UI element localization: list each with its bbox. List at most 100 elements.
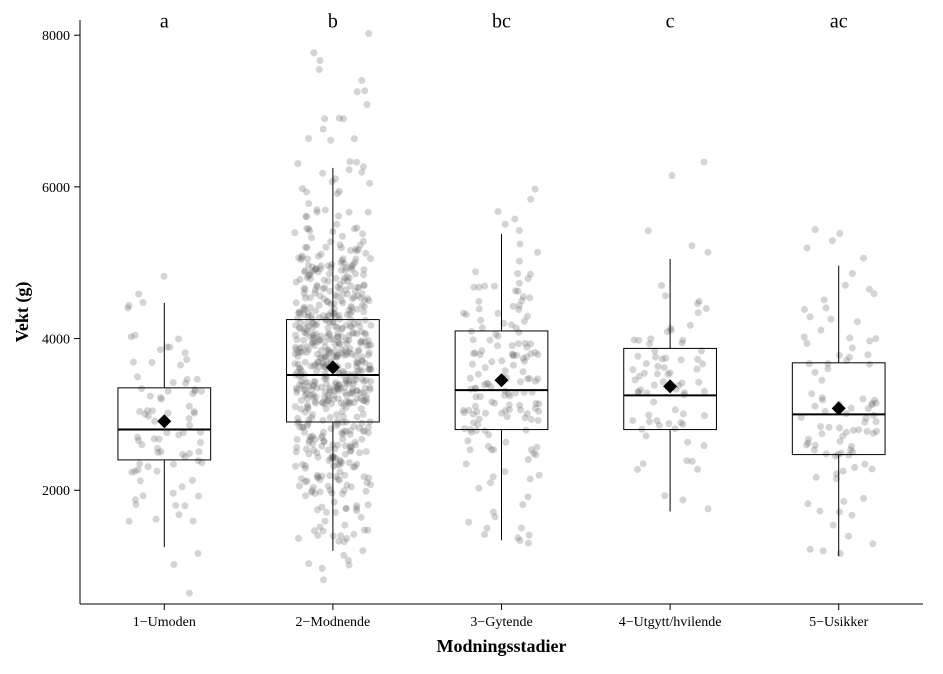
data-point bbox=[350, 531, 357, 538]
data-point bbox=[325, 483, 332, 490]
data-point bbox=[817, 423, 824, 430]
data-point bbox=[294, 436, 301, 443]
data-point bbox=[820, 547, 827, 554]
data-point bbox=[846, 335, 853, 342]
data-point bbox=[343, 505, 350, 512]
data-point bbox=[472, 350, 479, 357]
data-point bbox=[314, 506, 321, 513]
data-point bbox=[140, 299, 147, 306]
data-point bbox=[665, 420, 672, 427]
data-point bbox=[170, 379, 177, 386]
y-tick-label: 6000 bbox=[42, 181, 70, 196]
data-point bbox=[463, 311, 470, 318]
data-point bbox=[491, 283, 498, 290]
data-point bbox=[300, 305, 307, 312]
data-point bbox=[477, 393, 484, 400]
data-point bbox=[307, 312, 314, 319]
data-point bbox=[305, 262, 312, 269]
data-point bbox=[695, 379, 702, 386]
data-point bbox=[149, 359, 156, 366]
data-point bbox=[326, 270, 333, 277]
data-point bbox=[300, 386, 307, 393]
data-point bbox=[487, 337, 494, 344]
data-point bbox=[358, 338, 365, 345]
data-point bbox=[181, 502, 188, 509]
data-point bbox=[842, 282, 849, 289]
data-point bbox=[826, 424, 833, 431]
data-point bbox=[629, 417, 636, 424]
data-point bbox=[524, 313, 531, 320]
data-point bbox=[656, 422, 663, 429]
data-point bbox=[532, 186, 539, 193]
data-point bbox=[362, 250, 369, 257]
y-tick-label: 2000 bbox=[42, 484, 70, 499]
data-point bbox=[485, 431, 492, 438]
data-point bbox=[848, 512, 855, 519]
data-point bbox=[502, 367, 509, 374]
data-point bbox=[490, 446, 497, 453]
data-point bbox=[668, 327, 675, 334]
data-point bbox=[348, 351, 355, 358]
data-point bbox=[195, 493, 202, 500]
data-point bbox=[472, 268, 479, 275]
data-point bbox=[494, 342, 501, 349]
data-point bbox=[804, 500, 811, 507]
data-point bbox=[313, 206, 320, 213]
data-point bbox=[629, 366, 636, 373]
data-point bbox=[807, 546, 814, 553]
data-point bbox=[701, 442, 708, 449]
data-point bbox=[140, 492, 147, 499]
data-point bbox=[346, 459, 353, 466]
data-point bbox=[516, 280, 523, 287]
data-point bbox=[704, 249, 711, 256]
data-point bbox=[805, 436, 812, 443]
data-point bbox=[849, 344, 856, 351]
data-point bbox=[293, 279, 300, 286]
data-point bbox=[527, 196, 534, 203]
data-point bbox=[347, 303, 354, 310]
data-point bbox=[352, 256, 359, 263]
data-point bbox=[350, 378, 357, 385]
data-point bbox=[191, 408, 198, 415]
data-point bbox=[165, 388, 172, 395]
data-point bbox=[536, 472, 543, 479]
data-point bbox=[349, 295, 356, 302]
data-point bbox=[322, 388, 329, 395]
data-point bbox=[654, 363, 661, 370]
data-point bbox=[859, 395, 866, 402]
data-point bbox=[308, 386, 315, 393]
data-point bbox=[694, 300, 701, 307]
data-point bbox=[534, 351, 541, 358]
data-point bbox=[303, 188, 310, 195]
data-point bbox=[136, 460, 143, 467]
data-point bbox=[155, 449, 162, 456]
data-point bbox=[525, 275, 532, 282]
data-point bbox=[364, 527, 371, 534]
data-point bbox=[335, 386, 342, 393]
data-point bbox=[316, 302, 323, 309]
data-point bbox=[534, 249, 541, 256]
data-point bbox=[345, 362, 352, 369]
data-point bbox=[135, 437, 142, 444]
data-point bbox=[827, 316, 834, 323]
data-point bbox=[672, 425, 679, 432]
data-point bbox=[808, 390, 815, 397]
data-point bbox=[366, 180, 373, 187]
data-point bbox=[130, 359, 137, 366]
data-point bbox=[302, 465, 309, 472]
data-point bbox=[320, 417, 327, 424]
data-point bbox=[654, 370, 661, 377]
data-point bbox=[325, 262, 332, 269]
data-point bbox=[701, 412, 708, 419]
data-point bbox=[343, 535, 350, 542]
data-point bbox=[330, 463, 337, 470]
data-point bbox=[516, 258, 523, 265]
data-point bbox=[801, 306, 808, 313]
data-point bbox=[359, 230, 366, 237]
data-point bbox=[520, 368, 527, 375]
data-point bbox=[304, 404, 311, 411]
data-point bbox=[695, 309, 702, 316]
data-point bbox=[684, 439, 691, 446]
data-point bbox=[343, 398, 350, 405]
data-point bbox=[528, 416, 535, 423]
